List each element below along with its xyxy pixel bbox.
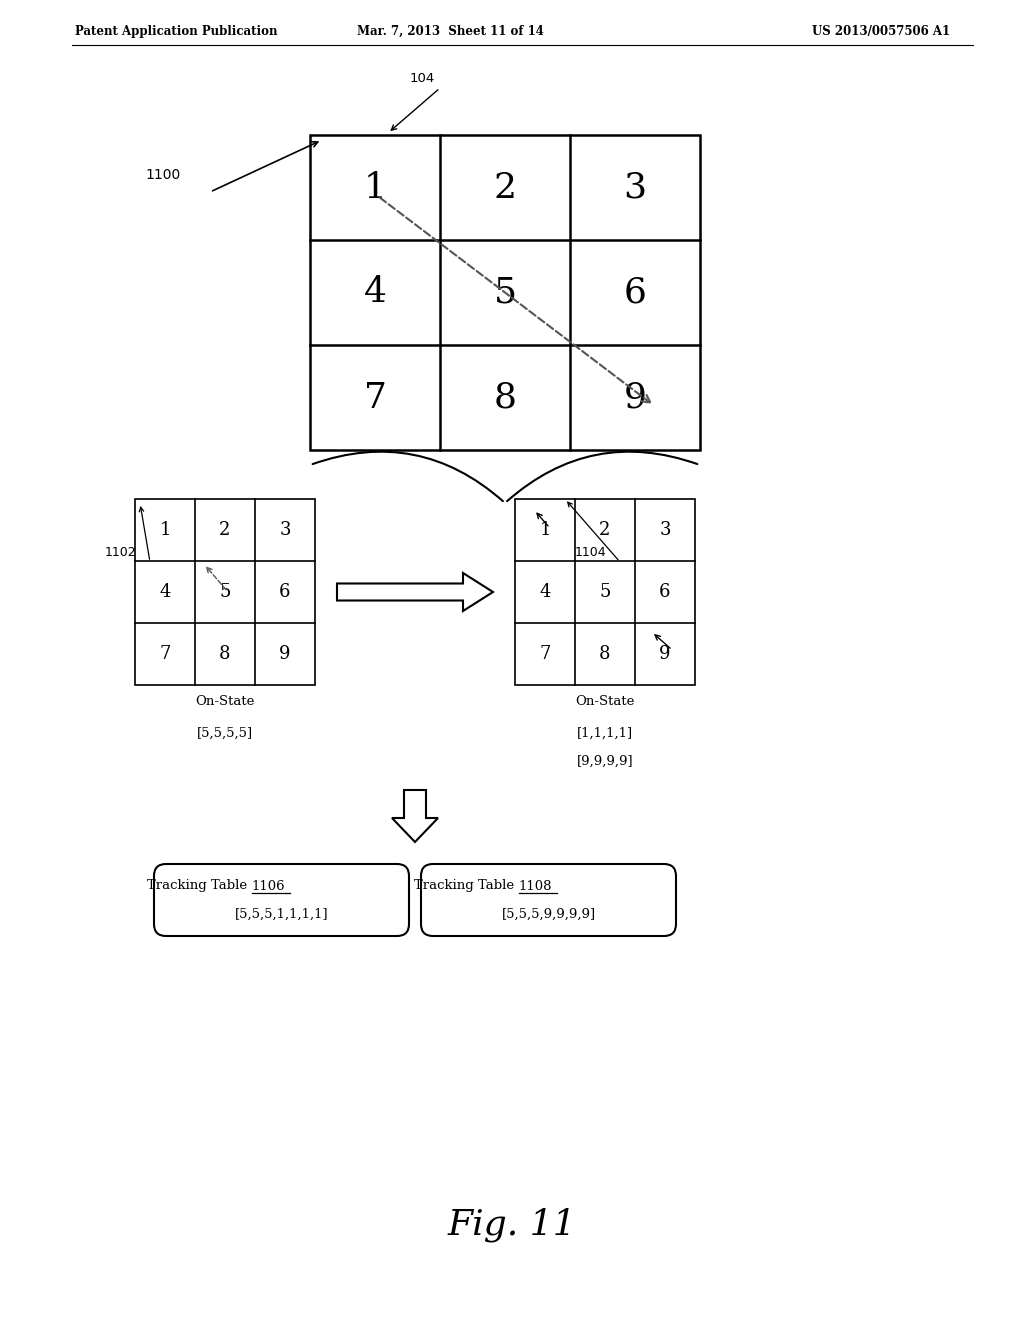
Text: [5,5,5,1,1,1,1]: [5,5,5,1,1,1,1] <box>234 908 329 920</box>
Text: [9,9,9,9]: [9,9,9,9] <box>577 755 633 768</box>
Text: 8: 8 <box>599 645 610 663</box>
Text: 5: 5 <box>599 583 610 601</box>
Text: 1: 1 <box>364 170 386 205</box>
Text: 7: 7 <box>160 645 171 663</box>
Text: 1: 1 <box>540 521 551 539</box>
Text: 1: 1 <box>160 521 171 539</box>
Text: 2: 2 <box>599 521 610 539</box>
Text: 3: 3 <box>280 521 291 539</box>
Text: Tracking Table: Tracking Table <box>147 879 252 892</box>
Text: 7: 7 <box>364 380 386 414</box>
Text: 9: 9 <box>280 645 291 663</box>
Text: 1102: 1102 <box>105 545 136 558</box>
Text: 4: 4 <box>540 583 551 601</box>
Text: 1108: 1108 <box>518 879 552 892</box>
Text: On-State: On-State <box>196 696 255 708</box>
Text: 5: 5 <box>494 276 516 309</box>
Text: Patent Application Publication: Patent Application Publication <box>75 25 278 38</box>
Text: 6: 6 <box>659 583 671 601</box>
Text: 6: 6 <box>624 276 646 309</box>
Text: Fig. 11: Fig. 11 <box>447 1208 577 1242</box>
Bar <box>310 135 700 450</box>
Bar <box>515 499 695 685</box>
Text: 3: 3 <box>624 170 646 205</box>
Text: [5,5,5,9,9,9,9]: [5,5,5,9,9,9,9] <box>502 908 596 920</box>
Text: 7: 7 <box>540 645 551 663</box>
Text: 5: 5 <box>219 583 230 601</box>
Text: 104: 104 <box>410 71 435 84</box>
Text: 9: 9 <box>624 380 646 414</box>
Text: 8: 8 <box>494 380 516 414</box>
Text: [1,1,1,1]: [1,1,1,1] <box>577 727 633 741</box>
Text: 2: 2 <box>219 521 230 539</box>
Text: 9: 9 <box>659 645 671 663</box>
Text: 1106: 1106 <box>252 879 285 892</box>
Text: On-State: On-State <box>575 696 635 708</box>
Bar <box>135 499 315 685</box>
Text: Mar. 7, 2013  Sheet 11 of 14: Mar. 7, 2013 Sheet 11 of 14 <box>356 25 544 38</box>
Text: 3: 3 <box>659 521 671 539</box>
Text: US 2013/0057506 A1: US 2013/0057506 A1 <box>812 25 950 38</box>
Text: 4: 4 <box>160 583 171 601</box>
Text: 4: 4 <box>364 276 386 309</box>
Text: 1100: 1100 <box>145 168 180 182</box>
Text: 6: 6 <box>280 583 291 601</box>
Text: 1104: 1104 <box>575 545 606 558</box>
Text: Tracking Table: Tracking Table <box>414 879 518 892</box>
Text: [5,5,5,5]: [5,5,5,5] <box>197 727 253 741</box>
Text: 2: 2 <box>494 170 516 205</box>
Text: 8: 8 <box>219 645 230 663</box>
